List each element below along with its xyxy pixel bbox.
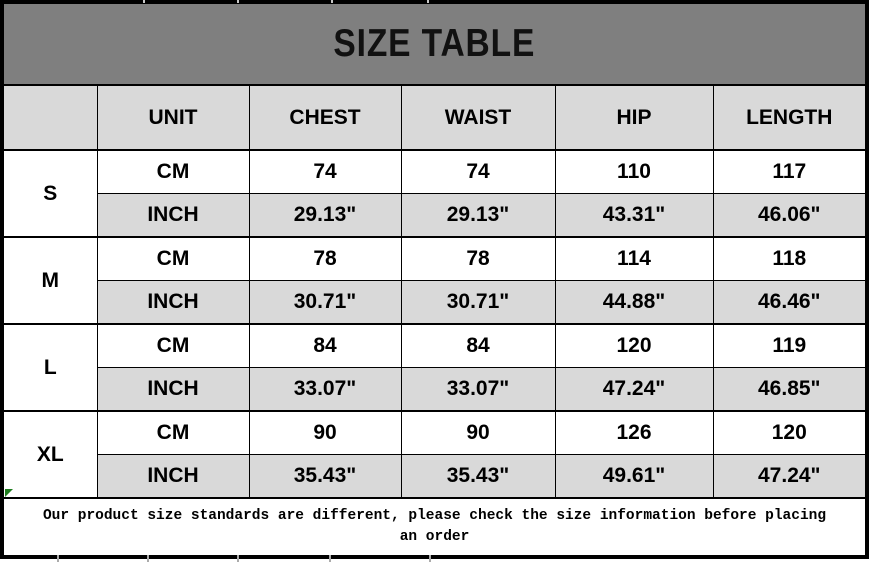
value-cell: 35.43" <box>400 454 556 499</box>
error-indicator-triangle-icon <box>5 489 13 497</box>
column-header-hip: HIP <box>554 84 714 151</box>
table-row: INCH 29.13" 29.13" 43.31" 46.06" <box>2 193 868 238</box>
gridline-tick <box>427 0 429 3</box>
value-cell: 47.24" <box>554 367 714 412</box>
unit-label: CM <box>96 149 250 194</box>
value-cell: 120 <box>712 410 868 455</box>
value-cell: 29.13" <box>248 193 402 238</box>
title-band-cell: SIZE TABLE <box>1 1 868 86</box>
value-cell: 33.07" <box>400 367 556 412</box>
size-label-m: M <box>1 236 98 325</box>
value-cell: 74 <box>400 149 556 194</box>
value-cell: 119 <box>712 323 868 368</box>
value-cell: 78 <box>400 236 556 281</box>
diagonal-header-cell <box>1 84 98 151</box>
gridline-tick <box>237 0 239 3</box>
table-row: M CM 78 78 114 118 <box>1 236 868 325</box>
value-cell: 126 <box>554 410 714 455</box>
value-cell: 43.31" <box>554 193 714 238</box>
value-cell: 29.13" <box>400 193 556 238</box>
value-cell: 46.06" <box>712 193 868 238</box>
gridline-tick <box>329 555 331 562</box>
value-cell: 90 <box>400 410 556 455</box>
gridline-tick <box>237 555 239 562</box>
value-cell: 46.46" <box>712 280 868 325</box>
value-cell: 35.43" <box>248 454 402 499</box>
table-row: INCH 35.43" 35.43" 49.61" 47.24" <box>2 454 868 499</box>
table-row: L CM 84 84 120 119 <box>1 323 868 412</box>
unit-label: CM <box>96 410 250 455</box>
value-cell: 90 <box>248 410 402 455</box>
value-cell: 117 <box>712 149 868 194</box>
column-header-unit: UNIT <box>96 84 250 151</box>
value-cell: 114 <box>554 236 714 281</box>
gridline-tick <box>57 555 59 562</box>
column-header-length: LENGTH <box>712 84 868 151</box>
value-cell: 49.61" <box>554 454 714 499</box>
value-cell: 30.71" <box>248 280 402 325</box>
value-cell: 120 <box>554 323 714 368</box>
unit-label: CM <box>96 236 250 281</box>
value-cell: 74 <box>248 149 402 194</box>
unit-label: INCH <box>96 193 250 238</box>
value-cell: 33.07" <box>248 367 402 412</box>
size-label-s: S <box>1 149 98 238</box>
title-band: SIZE TABLE <box>1 1 868 86</box>
table-row: S CM 74 74 110 117 <box>1 149 868 238</box>
gridline-tick <box>147 555 149 562</box>
value-cell: 110 <box>554 149 714 194</box>
value-cell: 44.88" <box>554 280 714 325</box>
unit-label: INCH <box>96 454 250 499</box>
value-cell: 84 <box>248 323 402 368</box>
gridline-tick <box>331 0 333 3</box>
table-row: INCH 30.71" 30.71" 44.88" 46.46" <box>2 280 868 325</box>
size-label-xl: XL <box>1 410 98 499</box>
value-cell: 84 <box>400 323 556 368</box>
size-note-text: Our product size standards are different… <box>1 497 868 558</box>
header-row: UNIT CHEST WAIST HIP LENGTH <box>1 84 868 151</box>
gridline-tick <box>143 0 145 3</box>
table-row: INCH 33.07" 33.07" 47.24" 46.85" <box>2 367 868 412</box>
column-header-chest: CHEST <box>248 84 402 151</box>
table-row: XL CM 90 90 126 120 <box>1 410 868 499</box>
column-header-waist: WAIST <box>400 84 556 151</box>
value-cell: 46.85" <box>712 367 868 412</box>
gridline-tick <box>429 555 431 562</box>
unit-label: CM <box>96 323 250 368</box>
value-cell: 118 <box>712 236 868 281</box>
page-title: SIZE TABLE <box>333 22 536 65</box>
note-row: Our product size standards are different… <box>1 497 868 558</box>
value-cell: 47.24" <box>712 454 868 499</box>
value-cell: 30.71" <box>400 280 556 325</box>
unit-label: INCH <box>96 367 250 412</box>
value-cell: 78 <box>248 236 402 281</box>
size-label-l: L <box>1 323 98 412</box>
unit-label: INCH <box>96 280 250 325</box>
